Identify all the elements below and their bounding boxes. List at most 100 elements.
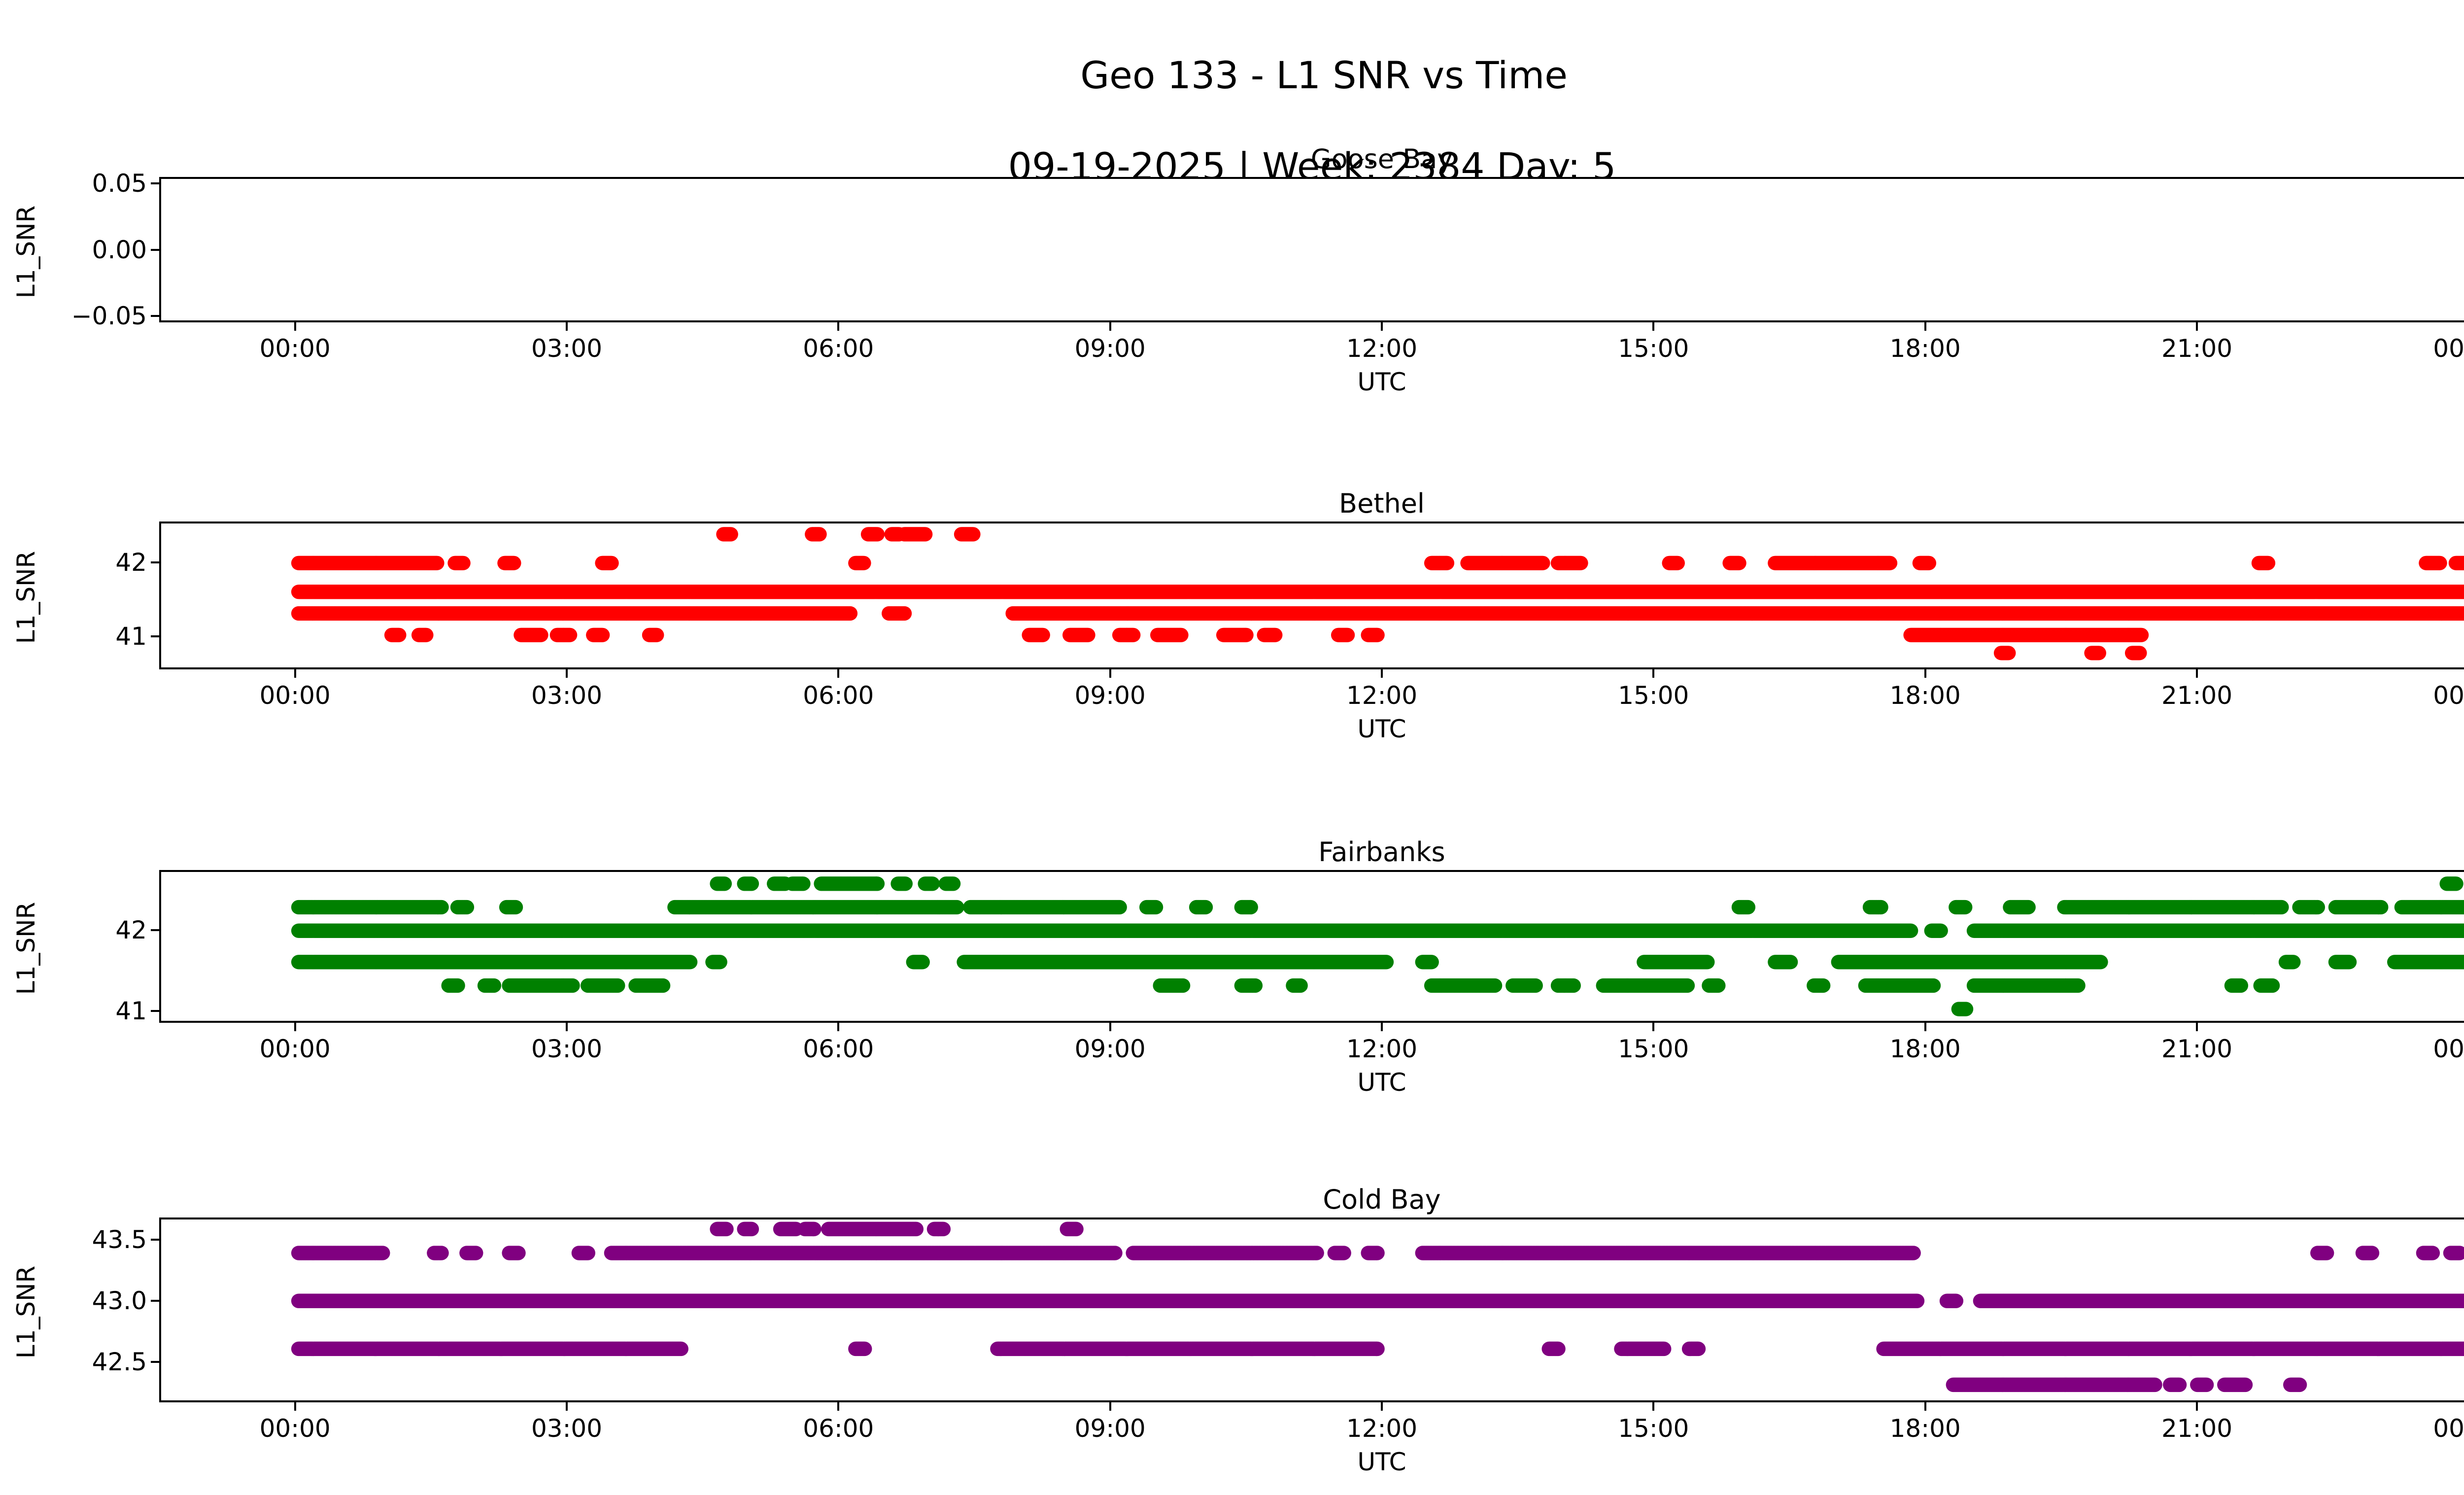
y-tick-label: 41 (115, 622, 147, 651)
x-tick-label: 18:00 (1889, 681, 1961, 710)
x-tick-mark (1109, 1402, 1111, 1411)
plot-area[interactable] (159, 522, 2464, 669)
y-tick-label: 0.00 (92, 235, 147, 264)
x-tick-mark (1924, 669, 1926, 678)
x-tick-mark (1924, 322, 1926, 331)
x-tick-label: 09:00 (1074, 1414, 1146, 1443)
x-axis-label: UTC (1357, 368, 1406, 396)
y-tick-mark (151, 182, 159, 185)
y-tick-label: 0.05 (92, 169, 147, 198)
x-tick-mark (294, 322, 296, 331)
x-tick-label: 09:00 (1074, 681, 1146, 710)
y-tick-label: 42 (115, 548, 147, 577)
subplot-bethel: Bethel 42 41 L1_SNR 00:00 03:00 06:00 09:00 12:0… (12, 488, 2464, 743)
x-tick-mark (1381, 1402, 1383, 1411)
x-tick-mark (1652, 669, 1655, 678)
subplot-title: Fairbanks (1318, 836, 1445, 868)
y-tick-label: 42 (115, 916, 147, 945)
y-tick-mark (151, 929, 159, 932)
x-tick-mark (1381, 322, 1383, 331)
plot-area[interactable] (159, 177, 2464, 322)
x-tick-label: 21:00 (2161, 334, 2233, 363)
figure-title-line1: Geo 133 - L1 SNR vs Time (1080, 53, 1568, 97)
y-axis-label: L1_SNR (12, 902, 40, 995)
x-tick-label: 21:00 (2161, 681, 2233, 710)
x-tick-label: 00:00 (2433, 1414, 2464, 1443)
x-tick-label: 15:00 (1618, 1035, 1689, 1063)
scatter-layer (291, 527, 2464, 661)
x-tick-label: 06:00 (803, 1414, 874, 1443)
x-tick-label: 00:00 (2433, 1035, 2464, 1063)
x-tick-label: 06:00 (803, 1035, 874, 1063)
x-tick-label: 00:00 (259, 1035, 331, 1063)
x-tick-mark (294, 1402, 296, 1411)
y-axis-label: L1_SNR (12, 205, 40, 298)
x-tick-label: 00:00 (259, 334, 331, 363)
plot-area[interactable] (159, 1217, 2464, 1402)
scatter-layer (291, 876, 2464, 1016)
x-tick-label: 00:00 (2433, 681, 2464, 710)
scatter-layer (291, 1221, 2464, 1392)
y-tick-label: 42.5 (92, 1348, 147, 1377)
x-tick-label: 03:00 (531, 681, 603, 710)
x-axis-label: UTC (1357, 1068, 1406, 1097)
x-tick-mark (1381, 1023, 1383, 1031)
x-tick-mark (1109, 669, 1111, 678)
x-tick-label: 18:00 (1889, 334, 1961, 363)
x-tick-label: 18:00 (1889, 1414, 1961, 1443)
x-tick-label: 15:00 (1618, 681, 1689, 710)
x-tick-mark (2196, 1023, 2198, 1031)
x-tick-mark (1652, 1402, 1655, 1411)
x-tick-mark (294, 1023, 296, 1031)
x-tick-label: 00:00 (259, 1414, 331, 1443)
x-tick-label: 18:00 (1889, 1035, 1961, 1063)
y-tick-mark (151, 1238, 159, 1241)
x-tick-label: 12:00 (1346, 681, 1418, 710)
subplot-goose-bay: Goose Bay 0.05 0.00 −0.05 L1_SNR 00:00 03:00 06… (12, 143, 2464, 396)
subplot-title: Bethel (1339, 488, 1425, 519)
x-tick-mark (837, 669, 840, 678)
y-tick-mark (151, 1361, 159, 1363)
y-axis-label: L1_SNR (12, 1265, 40, 1358)
x-tick-label: 03:00 (531, 1414, 603, 1443)
x-tick-label: 00:00 (2433, 334, 2464, 363)
x-tick-mark (837, 1402, 840, 1411)
x-axis-label: UTC (1357, 1448, 1406, 1476)
x-tick-mark (1652, 1023, 1655, 1031)
x-tick-mark (837, 1023, 840, 1031)
x-tick-label: 09:00 (1074, 1035, 1146, 1063)
x-tick-label: 00:00 (259, 681, 331, 710)
x-tick-mark (837, 322, 840, 331)
x-tick-mark (1652, 322, 1655, 331)
x-tick-mark (294, 669, 296, 678)
x-tick-label: 03:00 (531, 334, 603, 363)
y-tick-mark (151, 314, 159, 317)
x-tick-mark (2196, 1402, 2198, 1411)
subplot-fairbanks: Fairbanks 42 41 L1_SNR 00:00 03:00 06:00 09:00 1… (12, 836, 2464, 1097)
x-tick-label: 15:00 (1618, 334, 1689, 363)
y-tick-label: 43.0 (92, 1286, 147, 1315)
x-tick-label: 12:00 (1346, 334, 1418, 363)
x-tick-mark (1109, 322, 1111, 331)
y-tick-mark (151, 635, 159, 637)
y-tick-label: 41 (115, 996, 147, 1025)
x-tick-mark (1109, 1023, 1111, 1031)
x-tick-mark (566, 1402, 568, 1411)
x-tick-mark (1381, 669, 1383, 678)
x-tick-label: 12:00 (1346, 1035, 1418, 1063)
x-tick-mark (1924, 1023, 1926, 1031)
x-tick-label: 21:00 (2161, 1035, 2233, 1063)
x-tick-label: 03:00 (531, 1035, 603, 1063)
x-tick-label: 06:00 (803, 681, 874, 710)
y-tick-mark (151, 1009, 159, 1012)
plot-area[interactable] (159, 870, 2464, 1023)
y-axis-label: L1_SNR (12, 551, 40, 644)
x-tick-label: 09:00 (1074, 334, 1146, 363)
y-tick-mark (151, 248, 159, 251)
x-tick-mark (566, 669, 568, 678)
x-tick-mark (2196, 669, 2198, 678)
y-tick-label: −0.05 (71, 301, 147, 330)
x-tick-label: 21:00 (2161, 1414, 2233, 1443)
x-tick-mark (2196, 322, 2198, 331)
x-tick-label: 06:00 (803, 334, 874, 363)
